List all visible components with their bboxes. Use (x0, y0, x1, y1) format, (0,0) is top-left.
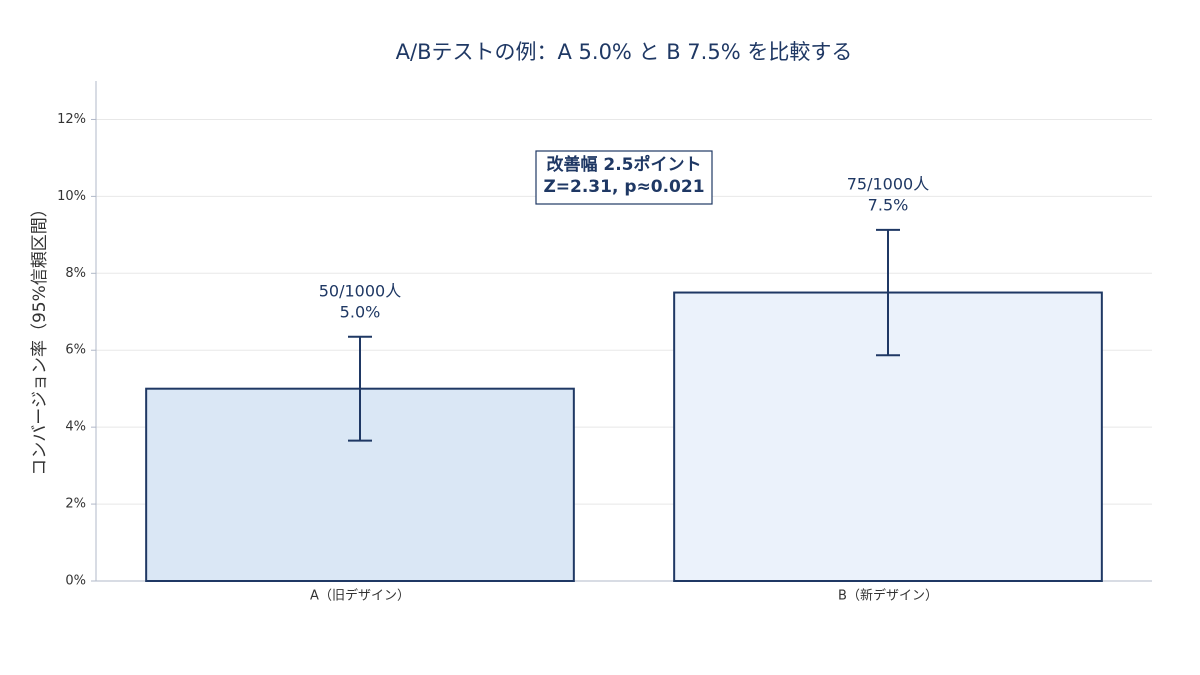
y-tick-label: 4% (65, 420, 86, 435)
y-tick-label: 6% (65, 343, 86, 358)
annotation-text: 改善幅 2.5ポイント (546, 154, 701, 175)
y-tick-label: 2% (65, 497, 86, 512)
annotation-box (535, 150, 713, 205)
sample-label: 75/1000人 (847, 174, 929, 193)
chart-title: A/Bテストの例：A 5.0% と B 7.5% を比較する (396, 40, 853, 64)
error-bar (876, 228, 900, 357)
value-label: 5.0% (340, 302, 381, 321)
y-tick-label: 10% (57, 189, 86, 204)
y-tick-label: 8% (65, 266, 86, 281)
y-tick-label: 12% (57, 112, 86, 127)
x-tick-label: A（旧デザイン） (310, 588, 410, 604)
x-tick-label: B（新デザイン） (838, 588, 938, 604)
value-label: 7.5% (868, 195, 909, 214)
annotation-text: Z=2.31, p≈0.021 (543, 177, 704, 197)
y-tick-label: 0% (65, 574, 86, 589)
y-axis-label: コンバージョン率（95%信頼区間） (30, 200, 50, 475)
error-bar (348, 335, 372, 442)
sample-label: 50/1000人 (319, 281, 401, 300)
